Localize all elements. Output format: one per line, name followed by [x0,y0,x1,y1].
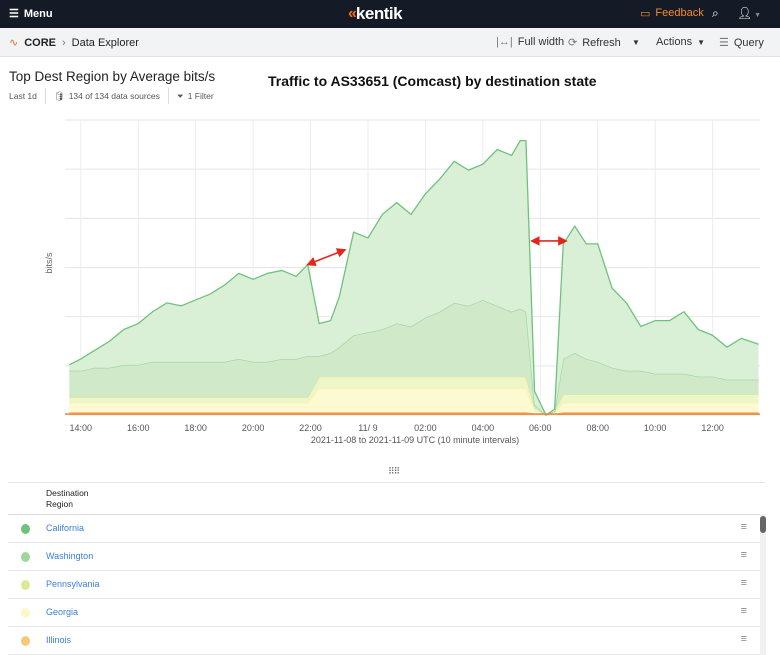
breadcrumb: ∿ CORE › Data Explorer [9,36,139,50]
feedback-button[interactable]: ▭ Feedback [640,7,704,20]
query-list-icon: ☰ [719,37,729,49]
chevron-down-icon: ▼ [752,12,762,19]
time-range[interactable]: Last 1d [9,91,37,101]
scrollbar-thumb[interactable] [760,516,766,533]
refresh-icon: ⟳ [568,37,578,49]
table-row: Illinois ≡ [8,627,765,655]
actions-menu[interactable]: Actions ▼ [656,36,705,48]
page-toolbar: ∿ CORE › Data Explorer |↔| Full width ⟳ Re… [0,28,780,57]
area-pennsylvania [69,376,759,415]
series-color-dot[interactable] [21,608,30,618]
x-tick-label: 12:00 [701,423,724,433]
kentik-chevron-icon: « [348,5,357,22]
x-tick-label: 08:00 [586,423,609,433]
hamburger-icon: ☰ [9,8,19,20]
caret-down-icon: ▼ [632,38,640,47]
row-menu-icon[interactable]: ≡ [740,577,747,589]
x-tick-label: 04:00 [472,423,495,433]
annotation-arrow [306,248,347,267]
feedback-label: Feedback [655,7,704,19]
resize-handle-icon[interactable]: ⠿⠿ [388,466,400,476]
region-link[interactable]: Georgia [46,607,79,617]
brand-name: kentik [355,4,403,23]
x-tick-label: 11/ 9 [358,423,377,433]
data-sources[interactable]: 134 of 134 data sources [68,91,160,101]
refresh-dropdown[interactable]: ▼ [632,38,640,47]
refresh-button[interactable]: ⟳ Refresh [568,36,621,50]
widget-title: Top Dest Region by Average bits/s [9,69,216,84]
search-icon[interactable]: ⌕ [712,6,719,20]
menu-button[interactable]: ☰ Menu [9,7,53,21]
table-scrollbar[interactable] [760,514,766,655]
row-menu-icon[interactable]: ≡ [740,521,747,533]
x-axis-label: 2021-11-08 to 2021-11-09 UTC (10 minute … [311,435,519,445]
x-tick-label: 20:00 [242,423,265,433]
menu-label: Menu [23,7,53,20]
series-color-dot[interactable] [21,636,30,646]
query-button[interactable]: ☰ Query [719,36,764,50]
expand-width-icon: |↔| [496,36,513,48]
x-tick-label: 02:00 [414,423,437,433]
kentik-logo[interactable]: «kentik [348,4,403,24]
divider [167,88,169,104]
top-nav-bar: ☰ Menu «kentik ▭ Feedback ⌕ 👤︎ ▼ [0,0,780,28]
series-color-dot[interactable] [21,552,30,562]
filter-count[interactable]: 1 Filter [187,91,214,101]
x-tick-label: 18:00 [184,423,207,433]
full-width-button[interactable]: |↔| Full width [496,36,564,48]
region-link[interactable]: Illinois [46,635,72,645]
comment-icon: ▭ [640,8,651,20]
filter-icon: ⏷ [176,90,184,101]
region-link[interactable]: California [46,523,85,533]
traffic-chart: 14:00 16:00 18:00 20:00 22:00 11/ 9 02:00 04:00… [44,119,760,445]
widget-meta: Last 1d 🛢︎ 134 of 134 data sources ⏷ 1 Fil… [9,88,214,104]
refresh-label: Refresh [582,36,621,49]
table-row: Pennsylvania ≡ [8,571,765,599]
region-link[interactable]: Washington [46,551,94,561]
table-row: California ≡ [8,515,765,543]
row-menu-icon[interactable]: ≡ [740,549,747,561]
x-tick-label: 16:00 [127,423,150,433]
table-row: Georgia ≡ [8,599,765,627]
query-label: Query [733,36,764,49]
legend-table: Destination Region California ≡ Washington… [8,482,765,655]
area-washington [69,299,759,415]
actions-label: Actions [656,36,693,48]
chevron-right-icon: › [62,36,66,49]
line-california [69,139,759,416]
breadcrumb-data-explorer: Data Explorer [71,36,139,49]
database-icon: 🛢︎ [53,90,65,101]
area-georgia [69,388,759,415]
row-menu-icon[interactable]: ≡ [740,633,747,645]
x-tick-label: 06:00 [529,423,552,433]
pulse-icon: ∿ [9,37,19,49]
series-color-dot[interactable] [21,524,30,534]
x-tick-label: 10:00 [644,423,667,433]
table-header: Destination Region [8,483,765,515]
row-menu-icon[interactable]: ≡ [740,605,747,617]
table-row: Washington ≡ [8,543,765,571]
x-tick-label: 22:00 [299,423,322,433]
region-link[interactable]: Pennsylvania [46,579,100,589]
y-axis-label: bits/s [44,252,54,274]
column-destination-region[interactable]: Destination Region [46,488,89,509]
chart-title: Traffic to AS33651 (Comcast) by destinat… [268,73,597,89]
full-width-label: Full width [517,36,565,48]
user-menu-icon[interactable]: 👤︎ ▼ [737,6,762,20]
series-color-dot[interactable] [21,580,30,590]
divider [44,88,46,104]
caret-down-icon: ▼ [697,37,705,47]
x-tick-label: 14:00 [70,423,93,433]
breadcrumb-core[interactable]: CORE [24,36,56,49]
area-california [69,140,759,415]
